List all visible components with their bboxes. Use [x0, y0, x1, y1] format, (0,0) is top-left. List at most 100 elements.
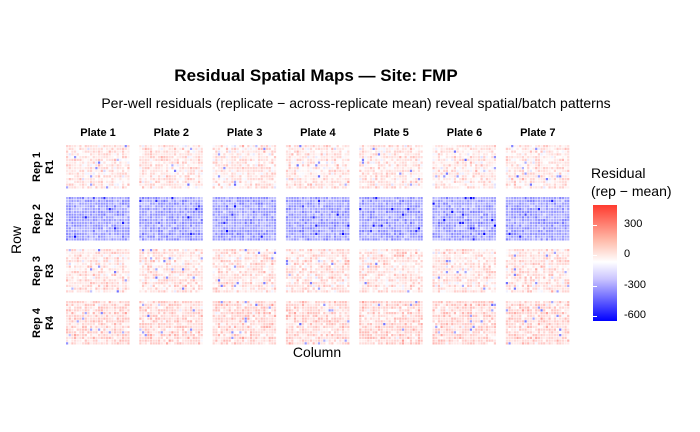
- heatmap-cell: [312, 164, 315, 167]
- heatmap-cell: [252, 230, 255, 233]
- heatmap-cell: [344, 199, 347, 202]
- heatmap-cell: [385, 232, 389, 235]
- heatmap-cell: [307, 199, 310, 202]
- heatmap-cell: [551, 164, 554, 167]
- heatmap-cell: [508, 183, 511, 186]
- heatmap-cell: [79, 183, 82, 186]
- heatmap-cell: [84, 202, 87, 205]
- heatmap-cell: [225, 219, 229, 222]
- heatmap-cell: [388, 216, 391, 219]
- heatmap-cell: [152, 158, 155, 161]
- heatmap-cell: [475, 221, 478, 224]
- heatmap-cell: [228, 202, 231, 205]
- heatmap-cell: [325, 199, 329, 202]
- heatmap-cell: [461, 208, 465, 211]
- heatmap-cell: [513, 169, 516, 172]
- heatmap-cell: [92, 227, 95, 230]
- heatmap-cell: [372, 224, 375, 227]
- heatmap-cell: [309, 221, 313, 224]
- heatmap-cell: [385, 150, 389, 153]
- heatmap-cell: [187, 202, 190, 205]
- heatmap-cell: [92, 216, 95, 219]
- heatmap-cell: [559, 169, 562, 172]
- heatmap-cell: [399, 235, 402, 238]
- heatmap-cell: [521, 180, 524, 183]
- heatmap-cell: [315, 227, 318, 230]
- heatmap-cell: [106, 199, 109, 202]
- heatmap-cell: [82, 183, 85, 186]
- heatmap-cell: [320, 156, 323, 159]
- heatmap-cell: [369, 230, 373, 233]
- heatmap-cell: [187, 238, 190, 241]
- heatmap-cell: [231, 232, 234, 235]
- heatmap-cell: [79, 175, 82, 178]
- heatmap-cell: [448, 172, 451, 175]
- heatmap-cell: [173, 145, 177, 148]
- heatmap-cell: [215, 186, 218, 189]
- heatmap-cell: [139, 145, 142, 148]
- heatmap-cell: [231, 210, 234, 213]
- heatmap-cell: [480, 232, 483, 235]
- heatmap-cell: [90, 169, 93, 172]
- heatmap-cell: [265, 219, 269, 222]
- heatmap-cell: [440, 224, 443, 227]
- heatmap-cell: [173, 167, 177, 170]
- heatmap-cell: [127, 230, 130, 233]
- heatmap-cell: [304, 219, 307, 222]
- heatmap-cell: [325, 197, 329, 200]
- heatmap-cell: [171, 197, 174, 200]
- heatmap-cell: [417, 164, 421, 167]
- heatmap-cell: [68, 147, 71, 150]
- heatmap-cell: [317, 230, 321, 233]
- heatmap-cell: [111, 219, 114, 222]
- heatmap-cell: [252, 238, 255, 241]
- heatmap-cell: [491, 153, 494, 156]
- heatmap-cell: [176, 202, 179, 205]
- heatmap-cell: [122, 150, 125, 153]
- heatmap-cell: [103, 216, 106, 219]
- heatmap-cell: [485, 230, 489, 233]
- heatmap-cell: [420, 158, 423, 161]
- heatmap-cell: [456, 150, 459, 153]
- heatmap-cell: [535, 175, 538, 178]
- heatmap-cell: [215, 210, 218, 213]
- heatmap-cell: [98, 224, 101, 227]
- heatmap-cell: [244, 164, 247, 167]
- heatmap-cell: [380, 178, 383, 181]
- heatmap-cell: [144, 227, 147, 230]
- heatmap-cell: [100, 208, 103, 211]
- heatmap-cell: [325, 172, 329, 175]
- heatmap-cell: [108, 199, 111, 202]
- heatmap-cell: [173, 180, 177, 183]
- heatmap-cell: [228, 219, 231, 222]
- heatmap-cell: [393, 224, 397, 227]
- heatmap-cell: [225, 164, 229, 167]
- heatmap-cell: [231, 230, 234, 233]
- heatmap-cell: [556, 186, 559, 189]
- heatmap-cell: [364, 145, 367, 148]
- heatmap-cell: [197, 175, 201, 178]
- heatmap-cell: [464, 186, 467, 189]
- heatmap-cell: [380, 167, 383, 170]
- heatmap-cell: [260, 235, 263, 238]
- heatmap-cell: [361, 235, 365, 238]
- heatmap-cell: [553, 175, 556, 178]
- heatmap-cell: [223, 161, 226, 164]
- heatmap-cell: [341, 224, 345, 227]
- heatmap-cell: [82, 219, 85, 222]
- heatmap-cell: [516, 153, 519, 156]
- heatmap-cell: [231, 145, 234, 148]
- heatmap-cell: [367, 186, 370, 189]
- heatmap-cell: [451, 180, 454, 183]
- heatmap-cell: [147, 213, 150, 216]
- heatmap-cell: [464, 197, 467, 200]
- heatmap-cell: [247, 199, 250, 202]
- heatmap-cell: [66, 227, 69, 230]
- heatmap-cell: [440, 178, 443, 181]
- heatmap-cell: [383, 175, 386, 178]
- heatmap-cell: [260, 202, 263, 205]
- heatmap-cell: [288, 169, 291, 172]
- heatmap-cell: [106, 227, 109, 230]
- heatmap-cell: [488, 213, 491, 216]
- heatmap-cell: [239, 158, 242, 161]
